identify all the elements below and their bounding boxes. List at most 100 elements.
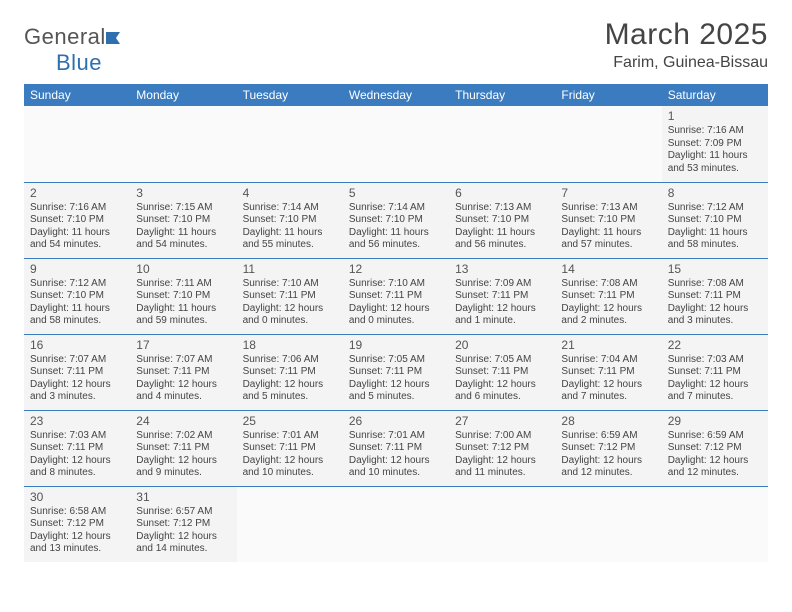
sunrise-text: Sunrise: 7:12 AM — [668, 202, 762, 215]
header: General Blue March 2025 Farim, Guinea-Bi… — [24, 18, 768, 76]
sunrise-text: Sunrise: 7:07 AM — [30, 354, 124, 367]
sunset-text: Sunset: 7:12 PM — [668, 442, 762, 455]
calendar-cell: 1Sunrise: 7:16 AMSunset: 7:09 PMDaylight… — [662, 106, 768, 182]
sunrise-text: Sunrise: 7:15 AM — [136, 202, 230, 215]
daylight-text: Daylight: 12 hours and 10 minutes. — [243, 455, 337, 480]
daylight-text: Daylight: 12 hours and 1 minute. — [455, 303, 549, 328]
sunrise-text: Sunrise: 7:10 AM — [243, 278, 337, 291]
calendar-cell — [662, 486, 768, 562]
sunset-text: Sunset: 7:10 PM — [455, 214, 549, 227]
sunrise-text: Sunrise: 7:01 AM — [243, 430, 337, 443]
day-number: 18 — [243, 338, 337, 353]
sunset-text: Sunset: 7:10 PM — [243, 214, 337, 227]
sunset-text: Sunset: 7:10 PM — [668, 214, 762, 227]
sunrise-text: Sunrise: 7:16 AM — [668, 125, 762, 138]
sunset-text: Sunset: 7:11 PM — [136, 366, 230, 379]
sunset-text: Sunset: 7:11 PM — [668, 366, 762, 379]
sunset-text: Sunset: 7:11 PM — [349, 366, 443, 379]
daylight-text: Daylight: 12 hours and 11 minutes. — [455, 455, 549, 480]
calendar-cell: 19Sunrise: 7:05 AMSunset: 7:11 PMDayligh… — [343, 334, 449, 410]
daylight-text: Daylight: 11 hours and 58 minutes. — [668, 227, 762, 252]
calendar-cell: 28Sunrise: 6:59 AMSunset: 7:12 PMDayligh… — [555, 410, 661, 486]
day-number: 26 — [349, 414, 443, 429]
sunset-text: Sunset: 7:11 PM — [561, 290, 655, 303]
calendar-cell: 10Sunrise: 7:11 AMSunset: 7:10 PMDayligh… — [130, 258, 236, 334]
day-number: 14 — [561, 262, 655, 277]
daylight-text: Daylight: 12 hours and 9 minutes. — [136, 455, 230, 480]
col-sunday: Sunday — [24, 84, 130, 106]
sunset-text: Sunset: 7:10 PM — [561, 214, 655, 227]
sunrise-text: Sunrise: 7:10 AM — [349, 278, 443, 291]
sunset-text: Sunset: 7:12 PM — [136, 518, 230, 531]
day-number: 28 — [561, 414, 655, 429]
calendar-row: 1Sunrise: 7:16 AMSunset: 7:09 PMDaylight… — [24, 106, 768, 182]
day-number: 3 — [136, 186, 230, 201]
calendar-cell: 20Sunrise: 7:05 AMSunset: 7:11 PMDayligh… — [449, 334, 555, 410]
day-number: 31 — [136, 490, 230, 505]
calendar-cell: 16Sunrise: 7:07 AMSunset: 7:11 PMDayligh… — [24, 334, 130, 410]
sunrise-text: Sunrise: 7:13 AM — [455, 202, 549, 215]
sunrise-text: Sunrise: 7:16 AM — [30, 202, 124, 215]
day-number: 9 — [30, 262, 124, 277]
day-number: 30 — [30, 490, 124, 505]
day-number: 21 — [561, 338, 655, 353]
calendar-cell: 14Sunrise: 7:08 AMSunset: 7:11 PMDayligh… — [555, 258, 661, 334]
day-number: 7 — [561, 186, 655, 201]
calendar-row: 2Sunrise: 7:16 AMSunset: 7:10 PMDaylight… — [24, 182, 768, 258]
sunrise-text: Sunrise: 7:00 AM — [455, 430, 549, 443]
sunrise-text: Sunrise: 6:59 AM — [561, 430, 655, 443]
daylight-text: Daylight: 11 hours and 54 minutes. — [30, 227, 124, 252]
sunrise-text: Sunrise: 7:06 AM — [243, 354, 337, 367]
daylight-text: Daylight: 12 hours and 13 minutes. — [30, 531, 124, 556]
sunset-text: Sunset: 7:11 PM — [455, 366, 549, 379]
daylight-text: Daylight: 11 hours and 59 minutes. — [136, 303, 230, 328]
daylight-text: Daylight: 12 hours and 7 minutes. — [668, 379, 762, 404]
sunrise-text: Sunrise: 7:05 AM — [349, 354, 443, 367]
calendar-cell: 8Sunrise: 7:12 AMSunset: 7:10 PMDaylight… — [662, 182, 768, 258]
sunset-text: Sunset: 7:11 PM — [30, 442, 124, 455]
calendar-cell: 2Sunrise: 7:16 AMSunset: 7:10 PMDaylight… — [24, 182, 130, 258]
day-number: 11 — [243, 262, 337, 277]
calendar-cell — [449, 106, 555, 182]
sunrise-text: Sunrise: 7:13 AM — [561, 202, 655, 215]
calendar-cell — [449, 486, 555, 562]
daylight-text: Daylight: 11 hours and 56 minutes. — [349, 227, 443, 252]
daylight-text: Daylight: 12 hours and 10 minutes. — [349, 455, 443, 480]
sunrise-text: Sunrise: 7:01 AM — [349, 430, 443, 443]
day-number: 19 — [349, 338, 443, 353]
sunrise-text: Sunrise: 6:57 AM — [136, 506, 230, 519]
daylight-text: Daylight: 12 hours and 3 minutes. — [30, 379, 124, 404]
sunset-text: Sunset: 7:11 PM — [243, 290, 337, 303]
sunrise-text: Sunrise: 7:04 AM — [561, 354, 655, 367]
col-thursday: Thursday — [449, 84, 555, 106]
sunrise-text: Sunrise: 7:03 AM — [668, 354, 762, 367]
calendar-cell: 18Sunrise: 7:06 AMSunset: 7:11 PMDayligh… — [237, 334, 343, 410]
day-number: 25 — [243, 414, 337, 429]
daylight-text: Daylight: 12 hours and 4 minutes. — [136, 379, 230, 404]
col-monday: Monday — [130, 84, 236, 106]
daylight-text: Daylight: 12 hours and 7 minutes. — [561, 379, 655, 404]
calendar-cell — [343, 486, 449, 562]
calendar-cell: 11Sunrise: 7:10 AMSunset: 7:11 PMDayligh… — [237, 258, 343, 334]
logo: General Blue — [24, 24, 128, 76]
day-number: 20 — [455, 338, 549, 353]
calendar-cell — [130, 106, 236, 182]
day-number: 5 — [349, 186, 443, 201]
sunset-text: Sunset: 7:11 PM — [243, 366, 337, 379]
day-number: 16 — [30, 338, 124, 353]
calendar-row: 23Sunrise: 7:03 AMSunset: 7:11 PMDayligh… — [24, 410, 768, 486]
calendar-cell: 31Sunrise: 6:57 AMSunset: 7:12 PMDayligh… — [130, 486, 236, 562]
sunset-text: Sunset: 7:11 PM — [136, 442, 230, 455]
calendar-cell: 21Sunrise: 7:04 AMSunset: 7:11 PMDayligh… — [555, 334, 661, 410]
sunset-text: Sunset: 7:12 PM — [30, 518, 124, 531]
daylight-text: Daylight: 11 hours and 55 minutes. — [243, 227, 337, 252]
calendar-cell: 26Sunrise: 7:01 AMSunset: 7:11 PMDayligh… — [343, 410, 449, 486]
sunset-text: Sunset: 7:11 PM — [243, 442, 337, 455]
daylight-text: Daylight: 12 hours and 8 minutes. — [30, 455, 124, 480]
day-number: 23 — [30, 414, 124, 429]
calendar-cell: 13Sunrise: 7:09 AMSunset: 7:11 PMDayligh… — [449, 258, 555, 334]
calendar-cell: 5Sunrise: 7:14 AMSunset: 7:10 PMDaylight… — [343, 182, 449, 258]
calendar-cell — [555, 106, 661, 182]
day-number: 17 — [136, 338, 230, 353]
sunset-text: Sunset: 7:11 PM — [349, 442, 443, 455]
